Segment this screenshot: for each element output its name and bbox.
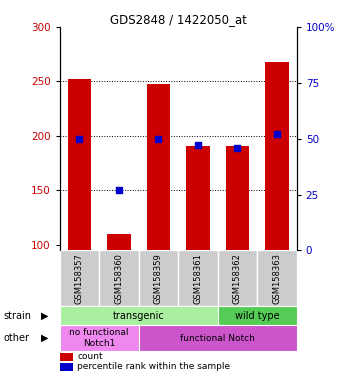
Text: GSM158361: GSM158361 xyxy=(193,253,203,304)
Text: GSM158360: GSM158360 xyxy=(115,253,123,304)
Text: GSM158357: GSM158357 xyxy=(75,253,84,304)
Bar xyxy=(257,250,297,306)
Text: no functional
Notch1: no functional Notch1 xyxy=(70,328,129,348)
Text: strain: strain xyxy=(3,311,31,321)
Bar xyxy=(147,84,170,250)
Bar xyxy=(107,234,131,250)
Bar xyxy=(139,250,178,306)
Point xyxy=(156,136,161,142)
Text: other: other xyxy=(3,333,29,343)
Bar xyxy=(218,306,297,325)
Bar xyxy=(68,79,91,250)
Text: transgenic: transgenic xyxy=(113,311,165,321)
Bar xyxy=(186,146,210,250)
Text: count: count xyxy=(77,352,103,361)
Point xyxy=(274,131,280,137)
Text: GSM158363: GSM158363 xyxy=(272,253,281,304)
Bar xyxy=(218,250,257,306)
Bar xyxy=(60,250,99,306)
Text: wild type: wild type xyxy=(235,311,280,321)
Text: GSM158359: GSM158359 xyxy=(154,253,163,304)
Title: GDS2848 / 1422050_at: GDS2848 / 1422050_at xyxy=(110,13,247,26)
Point xyxy=(235,144,240,151)
Bar xyxy=(60,353,73,361)
Text: percentile rank within the sample: percentile rank within the sample xyxy=(77,362,231,371)
Bar xyxy=(60,363,73,371)
Bar xyxy=(99,250,139,306)
Text: ▶: ▶ xyxy=(41,311,48,321)
Point xyxy=(77,136,82,142)
Text: GSM158362: GSM158362 xyxy=(233,253,242,304)
Text: functional Notch: functional Notch xyxy=(180,334,255,343)
Bar xyxy=(139,325,297,351)
Bar xyxy=(178,250,218,306)
Bar xyxy=(60,325,139,351)
Text: ▶: ▶ xyxy=(41,333,48,343)
Point xyxy=(116,187,122,193)
Bar xyxy=(265,62,289,250)
Point xyxy=(195,142,201,149)
Bar xyxy=(60,306,218,325)
Bar xyxy=(226,146,249,250)
